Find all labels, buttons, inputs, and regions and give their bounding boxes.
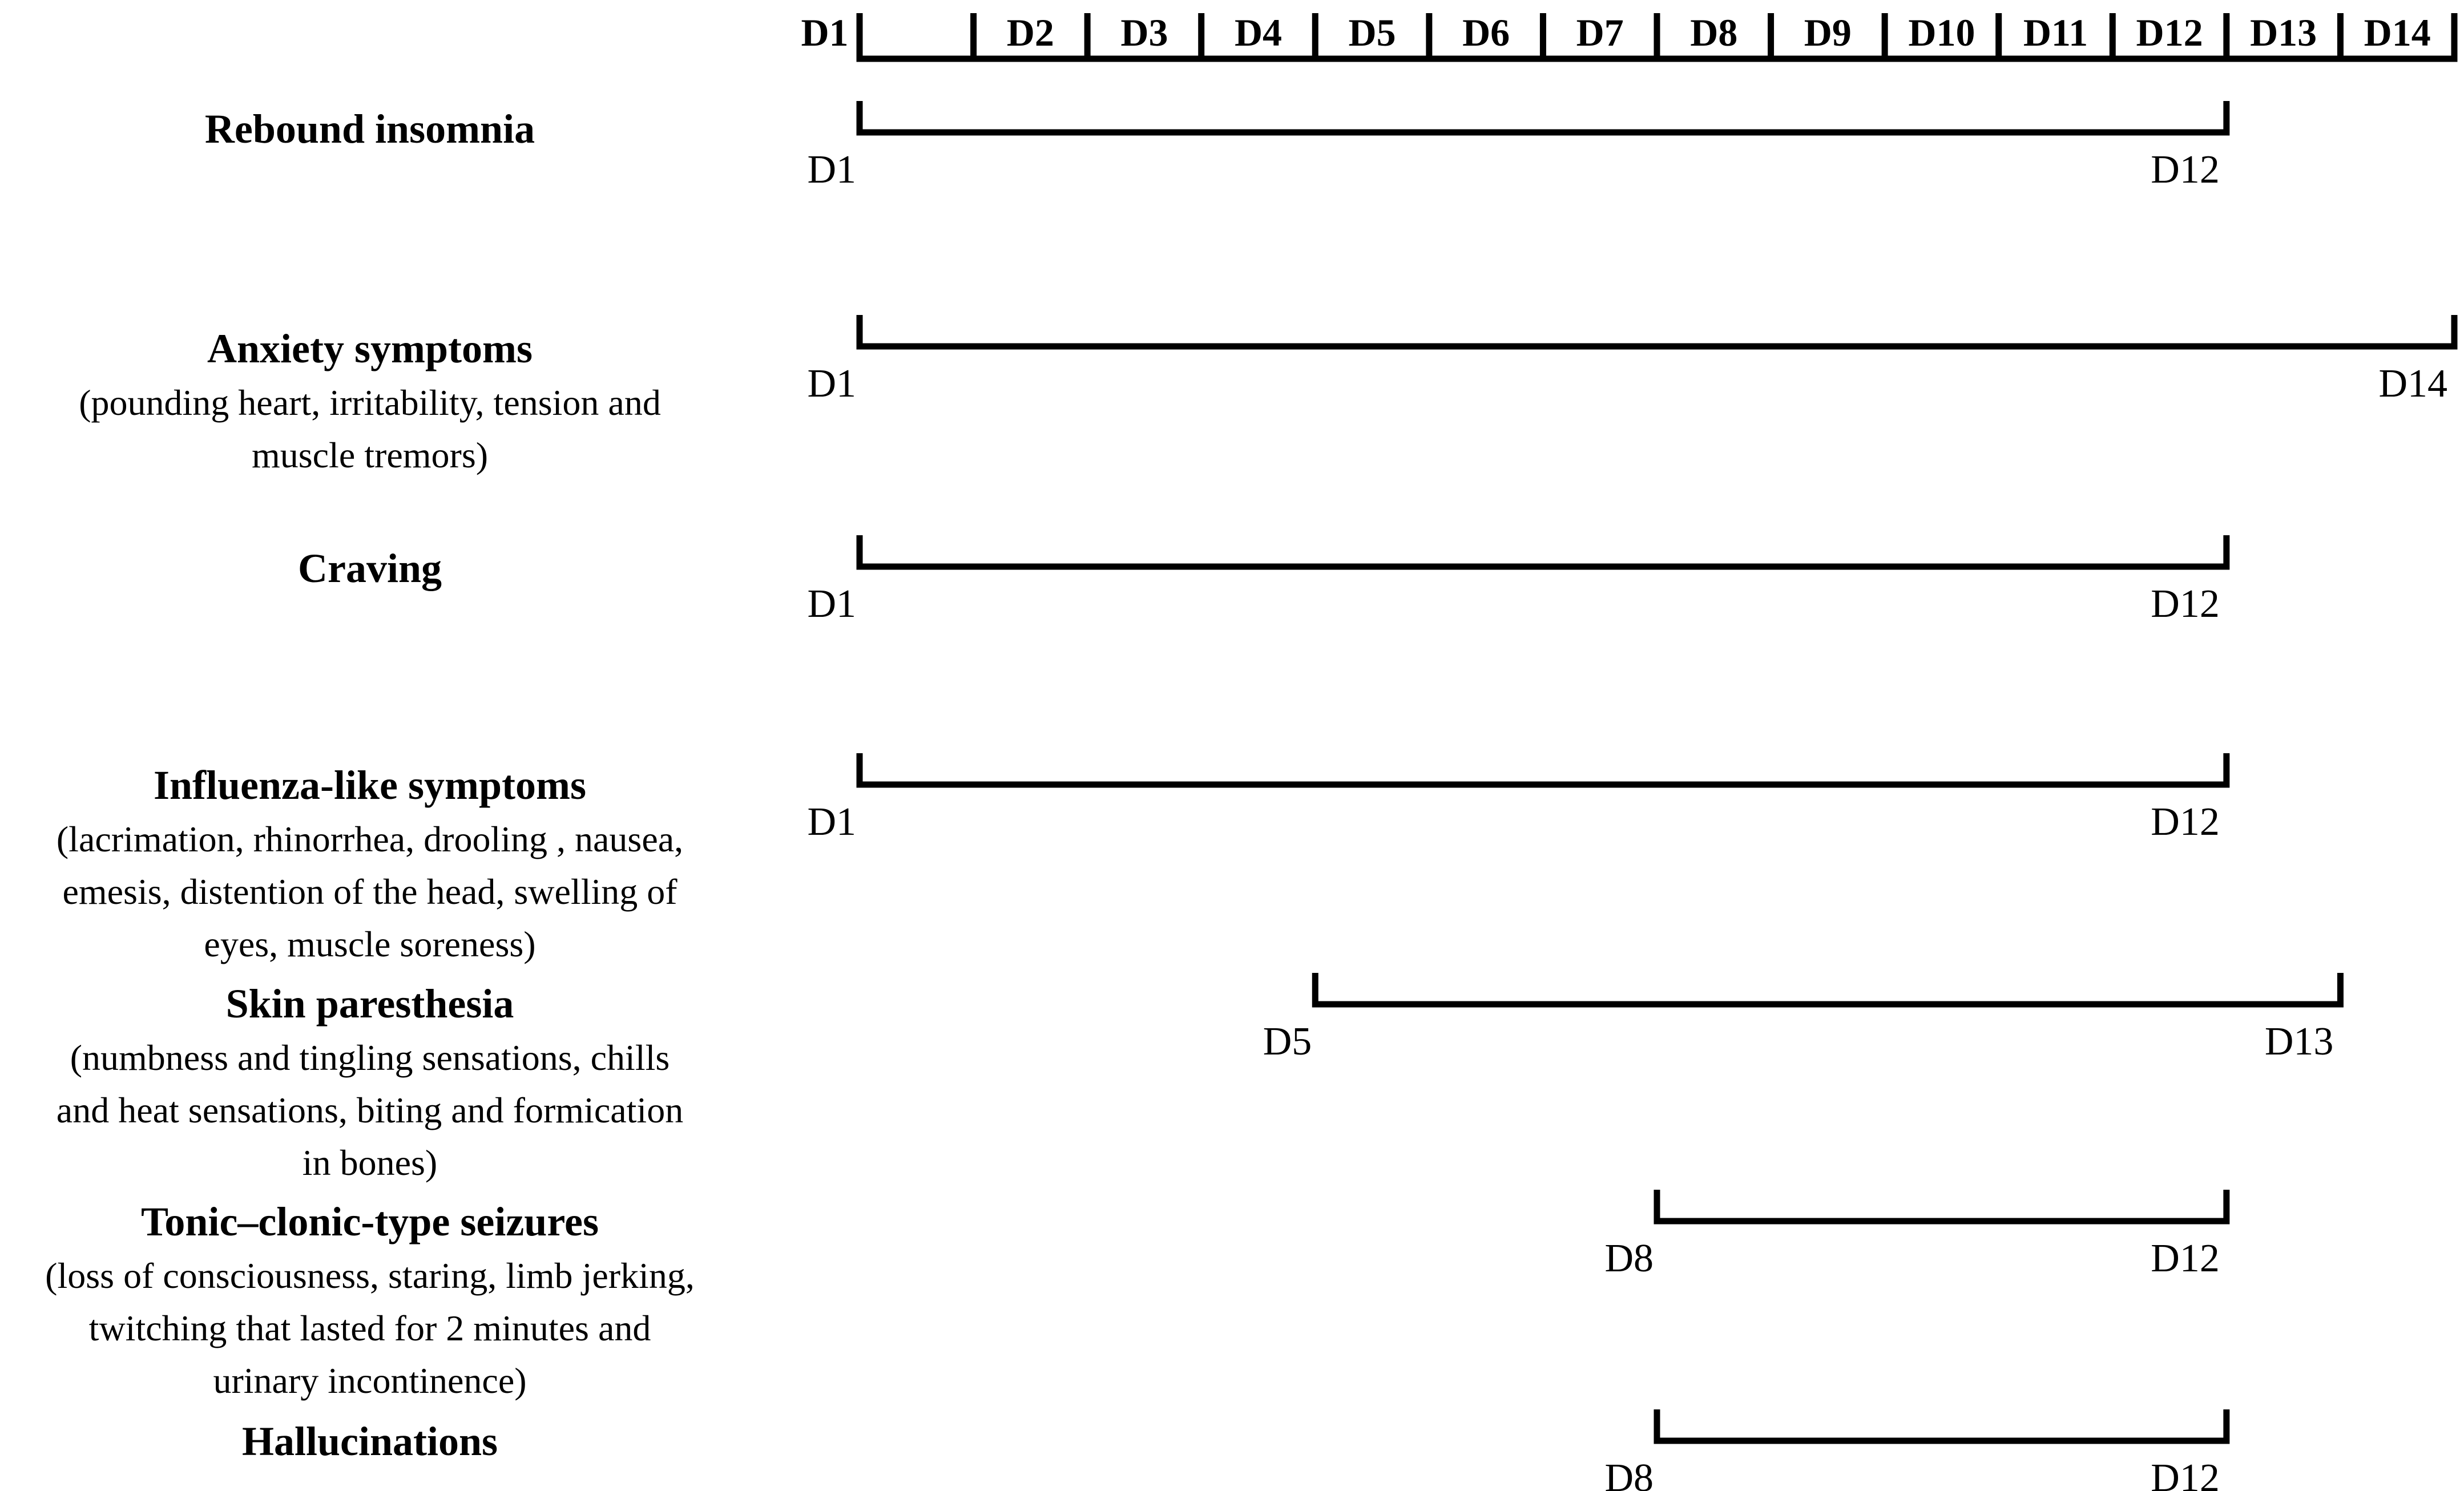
- symptom-row: Skin paresthesia (numbness and tingling s…: [57, 973, 2344, 1183]
- day-header-d7: D7: [1576, 11, 1624, 54]
- start-day-label: D8: [1604, 1456, 1654, 1491]
- start-day-label: D8: [1604, 1237, 1654, 1280]
- day-header-d11: D11: [2023, 11, 2088, 54]
- end-day-label: D12: [2151, 148, 2220, 192]
- symptom-row: Influenza-like symptoms (lacrimation, rhi…: [57, 753, 2230, 964]
- symptom-title: Hallucinations: [242, 1419, 498, 1464]
- symptom-row: Tonic–clonic-type seizures (loss of consc…: [45, 1190, 2230, 1401]
- end-day-label: D12: [2151, 800, 2220, 844]
- day-header-d13: D13: [2250, 11, 2317, 54]
- symptom-title: Tonic–clonic-type seizures: [141, 1199, 599, 1244]
- symptom-title: Anxiety symptoms: [207, 326, 533, 371]
- day-header-d14: D14: [2364, 11, 2431, 54]
- day-axis: D1 D2 D3 D4 D5 D6 D7 D8 D9 D10 D11 D12 D13 D14: [801, 11, 2458, 62]
- end-day-label: D14: [2378, 362, 2447, 406]
- symptom-description-line: twitching that lasted for 2 minutes and: [89, 1308, 651, 1348]
- end-day-label: D12: [2151, 1237, 2220, 1280]
- symptom-row: Hallucinations D8 D12: [242, 1409, 2230, 1491]
- symptom-title: Skin paresthesia: [226, 981, 514, 1027]
- symptom-description-line: emesis, distention of the head, swelling…: [62, 871, 678, 912]
- start-day-label: D5: [1263, 1020, 1312, 1064]
- day-header-d4: D4: [1235, 11, 1282, 54]
- start-day-label: D1: [807, 800, 856, 844]
- day-header-d10: D10: [1908, 11, 1975, 54]
- day-header-d5: D5: [1349, 11, 1396, 54]
- symptom-description-line: and heat sensations, biting and formicat…: [57, 1090, 683, 1130]
- start-day-label: D1: [807, 582, 856, 626]
- day-header-d2: D2: [1007, 11, 1054, 54]
- symptom-row: Anxiety symptoms (pounding heart, irritab…: [79, 315, 2458, 475]
- start-day-label: D1: [807, 148, 856, 192]
- symptom-description-line: (loss of consciousness, staring, limb je…: [45, 1255, 695, 1296]
- symptom-title: Influenza-like symptoms: [154, 762, 586, 808]
- day-header-d8: D8: [1690, 11, 1737, 54]
- symptom-row: Rebound insomnia D1 D12: [205, 101, 2230, 192]
- end-day-label: D13: [2265, 1020, 2334, 1064]
- symptom-title: Craving: [298, 546, 442, 591]
- day-header-d3: D3: [1120, 11, 1168, 54]
- symptom-title: Rebound insomnia: [205, 106, 535, 152]
- day-header-d12: D12: [2136, 11, 2203, 54]
- symptom-description-line: eyes, muscle soreness): [204, 924, 535, 964]
- symptom-description-line: in bones): [303, 1142, 437, 1183]
- start-day-label: D1: [807, 362, 856, 406]
- day-header-d1: D1: [801, 11, 848, 54]
- symptom-description-line: (lacrimation, rhinorrhea, drooling , nau…: [57, 819, 683, 859]
- end-day-label: D12: [2151, 1456, 2220, 1491]
- symptom-row: Craving D1 D12: [298, 535, 2230, 626]
- symptom-description-line: (numbness and tingling sensations, chill…: [70, 1037, 670, 1078]
- end-day-label: D12: [2151, 582, 2220, 626]
- day-header-d6: D6: [1462, 11, 1510, 54]
- symptom-description-line: muscle tremors): [252, 435, 488, 475]
- symptom-description-line: (pounding heart, irritability, tension a…: [79, 382, 661, 423]
- day-header-d9: D9: [1804, 11, 1852, 54]
- symptom-description-line: urinary incontinence): [213, 1360, 526, 1401]
